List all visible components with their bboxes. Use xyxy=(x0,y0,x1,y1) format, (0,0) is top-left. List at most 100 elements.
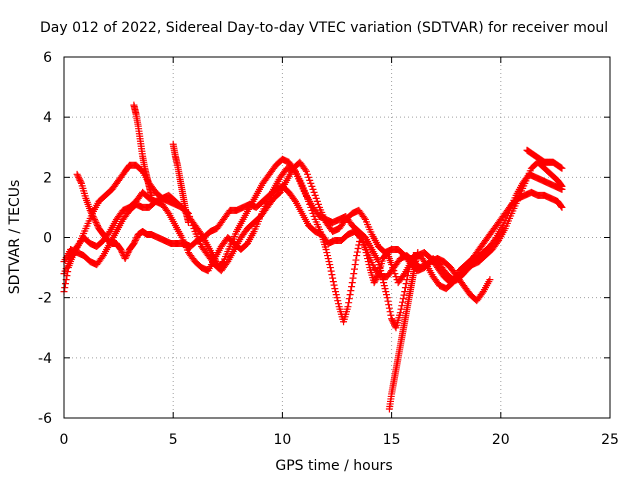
data-point xyxy=(76,176,84,184)
data-point xyxy=(332,291,340,299)
data-point xyxy=(383,291,391,299)
data-point xyxy=(307,179,315,187)
data-point xyxy=(494,238,502,246)
data-point xyxy=(399,295,407,303)
series-track-7 xyxy=(385,249,422,413)
data-point xyxy=(374,258,382,266)
data-point xyxy=(302,167,310,175)
data-point xyxy=(311,191,319,199)
data-point xyxy=(371,277,379,285)
data-point xyxy=(351,261,359,269)
data-point xyxy=(329,278,337,286)
data-point xyxy=(75,173,83,181)
data-point xyxy=(89,212,97,220)
data-point xyxy=(87,208,95,216)
y-tick-label: 0 xyxy=(43,231,52,247)
data-point xyxy=(327,267,335,275)
data-point xyxy=(118,247,126,255)
data-point xyxy=(324,252,332,260)
data-point xyxy=(333,294,341,302)
data-point xyxy=(380,282,388,290)
data-point xyxy=(312,194,320,202)
data-point xyxy=(558,164,566,172)
data-point xyxy=(350,270,358,278)
data-point xyxy=(325,258,333,266)
data-point xyxy=(372,274,380,282)
x-tick-label: 5 xyxy=(169,432,178,448)
data-point xyxy=(326,261,334,269)
data-point xyxy=(348,283,356,291)
data-point xyxy=(313,197,321,205)
data-point xyxy=(375,261,383,269)
data-point xyxy=(557,202,565,210)
data-point xyxy=(121,255,129,263)
x-tick-label: 25 xyxy=(601,432,619,448)
data-point xyxy=(385,301,393,309)
data-point xyxy=(308,182,316,190)
data-point xyxy=(314,200,322,208)
data-point xyxy=(382,288,390,296)
plot-frame xyxy=(63,56,611,419)
data-point xyxy=(309,185,317,193)
chart-title: Day 012 of 2022, Sidereal Day-to-day VTE… xyxy=(40,20,608,36)
data-point xyxy=(353,248,361,256)
data-point xyxy=(305,173,313,181)
axis-ticks: 0 5 10 15 20 25 -6 -4 -2 0 2 4 6 xyxy=(38,50,619,448)
y-tick-label: -4 xyxy=(38,351,52,367)
data-point xyxy=(352,256,360,264)
data-point xyxy=(74,172,82,180)
data-point xyxy=(133,234,141,241)
data-point xyxy=(353,252,361,260)
data-point xyxy=(93,220,101,228)
data-point xyxy=(330,281,338,289)
data-point xyxy=(557,181,565,189)
data-point xyxy=(349,274,357,282)
data-point xyxy=(370,279,378,287)
data-point xyxy=(348,279,356,287)
data-point xyxy=(380,279,388,287)
data-point xyxy=(190,224,198,232)
data-point xyxy=(92,218,100,226)
x-axis-label: GPS time / hours xyxy=(275,458,392,474)
data-point xyxy=(388,315,396,323)
data-point xyxy=(347,287,355,295)
data-point xyxy=(123,250,131,258)
data-point xyxy=(386,308,394,316)
data-point xyxy=(117,246,125,254)
data-point xyxy=(91,215,99,223)
data-point xyxy=(88,211,96,219)
data-point xyxy=(322,246,330,254)
data-point xyxy=(61,284,69,292)
data-point xyxy=(384,297,392,305)
data-point xyxy=(105,229,113,237)
data-point xyxy=(350,265,358,273)
data-point xyxy=(345,295,353,303)
x-tick-label: 15 xyxy=(383,432,401,448)
data-point xyxy=(197,229,204,237)
data-point xyxy=(385,304,393,312)
data-point xyxy=(73,170,81,178)
data-point xyxy=(326,264,334,272)
y-tick-label: 6 xyxy=(43,50,52,66)
series-track-6 xyxy=(169,140,192,226)
series-track-5 xyxy=(130,101,155,199)
y-tick-label: -2 xyxy=(38,291,52,307)
data-point xyxy=(131,237,139,245)
x-tick-label: 10 xyxy=(273,432,291,448)
data-point xyxy=(396,309,404,317)
data-point xyxy=(558,182,566,190)
data-point xyxy=(414,249,422,257)
x-tick-label: 20 xyxy=(492,432,510,448)
data-point xyxy=(345,299,353,307)
data-point xyxy=(558,203,566,211)
data-point xyxy=(164,208,172,216)
y-tick-label: -6 xyxy=(38,411,52,427)
data-point xyxy=(132,235,140,243)
series-track-4 xyxy=(73,158,566,284)
y-tick-label: 2 xyxy=(43,170,52,186)
x-tick-label: 0 xyxy=(60,432,69,448)
data-points xyxy=(60,101,566,413)
data-point xyxy=(334,300,342,308)
data-point xyxy=(147,191,155,199)
